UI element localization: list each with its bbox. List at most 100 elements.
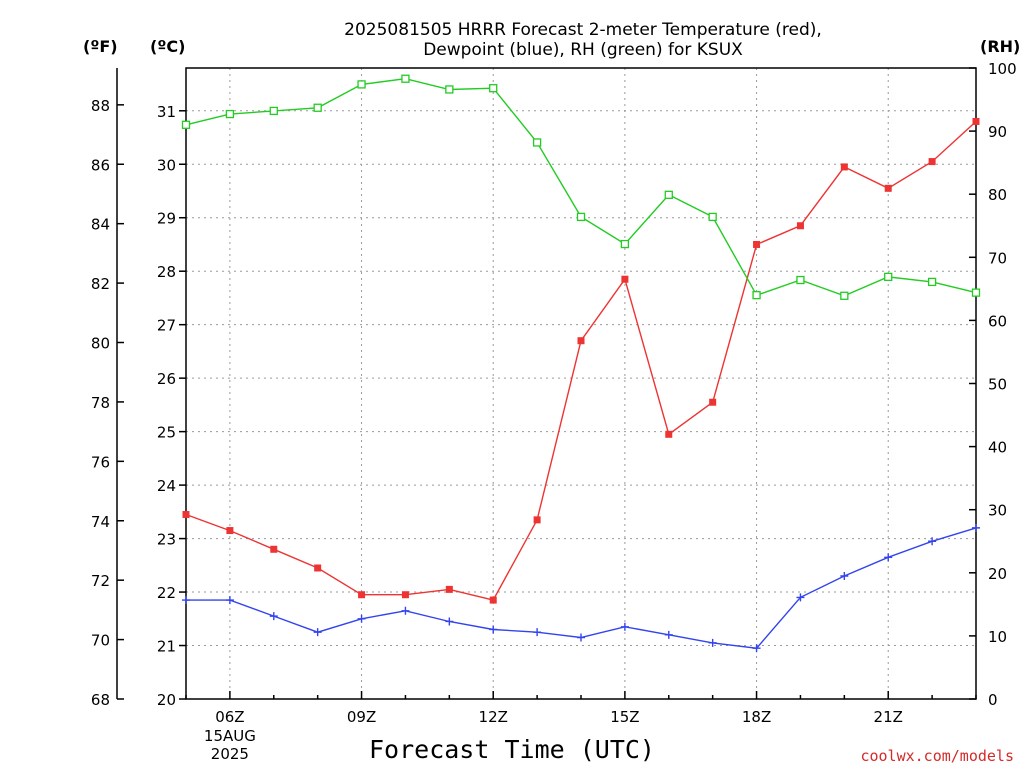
rh-series <box>181 74 981 300</box>
temperature-point <box>840 163 848 171</box>
x-axis-title: Forecast Time (UTC) <box>369 735 655 764</box>
fahrenheit-tick-label: 82 <box>91 275 110 293</box>
credit-link[interactable]: coolwx.com/models <box>860 747 1014 765</box>
rh-point <box>840 291 849 300</box>
fahrenheit-tick-label: 76 <box>91 453 110 471</box>
temperature-point <box>709 398 717 406</box>
dewpoint-point <box>796 593 805 602</box>
celsius-tick-label: 22 <box>157 584 176 602</box>
temperature-point <box>489 596 497 604</box>
rh-tick-label: 30 <box>988 502 1007 520</box>
time-tick-sublabel: 2025 <box>211 745 249 763</box>
temperature-point <box>972 117 980 125</box>
dewpoint-line <box>186 527 977 649</box>
plot-frame <box>185 67 977 700</box>
temperature-series <box>182 117 980 604</box>
rh-tick-label: 40 <box>988 439 1007 457</box>
fahrenheit-tick-label: 70 <box>91 632 110 650</box>
celsius-tick-label: 26 <box>157 370 176 388</box>
time-tick-label: 18Z <box>742 708 771 726</box>
rh-tick-label: 90 <box>988 123 1007 141</box>
dewpoint-point <box>620 622 629 631</box>
rh-point <box>664 190 673 199</box>
rh-point <box>576 212 586 222</box>
dewpoint-point <box>401 606 410 615</box>
time-tick-sublabel: 15AUG <box>204 727 256 745</box>
celsius-tick-label: 29 <box>157 210 176 228</box>
rh-tick-label: 100 <box>988 60 1017 78</box>
temperature-line <box>185 120 977 601</box>
fahrenheit-tick-label: 80 <box>91 335 110 353</box>
rh-tick-label: 20 <box>988 565 1007 583</box>
rh-point <box>927 277 937 287</box>
temperature-point <box>314 564 322 572</box>
celsius-tick-label: 24 <box>157 477 176 495</box>
rh-line <box>185 77 977 297</box>
rh-point <box>489 84 498 93</box>
rh-point <box>884 272 893 282</box>
rh-point <box>181 120 191 129</box>
dewpoint-point <box>269 612 278 621</box>
temperature-point <box>533 516 541 524</box>
rh-point <box>971 288 981 297</box>
temperature-point <box>226 527 234 535</box>
rh-tick-label: 70 <box>988 249 1007 267</box>
celsius-tick-label: 30 <box>157 156 176 174</box>
celsius-tick-label: 25 <box>157 424 176 442</box>
dewpoint-point <box>928 537 937 546</box>
fahrenheit-unit-label: (ºF) <box>83 37 118 56</box>
dewpoint-point <box>840 572 849 581</box>
temperature-point <box>753 240 761 248</box>
dewpoint-point <box>708 638 717 647</box>
rh-point <box>752 291 761 300</box>
temperature-point <box>577 337 585 345</box>
dewpoint-point <box>445 617 454 626</box>
dewpoint-point <box>664 630 673 639</box>
temperature-point <box>182 511 190 519</box>
temperature-point <box>401 591 409 599</box>
dewpoint-point <box>533 628 542 637</box>
dewpoint-point <box>884 553 893 562</box>
dewpoint-point <box>313 628 322 637</box>
fahrenheit-tick-label: 78 <box>91 394 110 412</box>
celsius-tick-label: 31 <box>157 103 176 121</box>
temperature-point <box>445 585 453 593</box>
fahrenheit-tick-label: 68 <box>91 691 110 709</box>
temperature-point <box>796 222 804 230</box>
rh-point <box>357 80 366 89</box>
rh-tick-label: 0 <box>988 691 998 709</box>
rh-point <box>445 85 454 94</box>
celsius-tick-label: 23 <box>157 531 176 549</box>
rh-tick-label: 50 <box>988 376 1007 394</box>
dewpoint-point <box>357 614 366 623</box>
grid-lines <box>186 68 976 699</box>
celsius-tick-label: 21 <box>157 638 176 656</box>
fahrenheit-tick-label: 72 <box>91 572 110 590</box>
dewpoint-point <box>182 596 190 605</box>
time-tick-label: 21Z <box>874 708 903 726</box>
temperature-point <box>665 430 673 438</box>
temperature-point <box>270 545 278 553</box>
fahrenheit-tick-label: 88 <box>91 97 110 115</box>
celsius-axis: 20 21 22 23 24 25 26 27 28 29 30 31 <box>157 103 186 709</box>
fahrenheit-tick-label: 84 <box>91 216 110 234</box>
rh-tick-label: 10 <box>988 628 1007 646</box>
temperature-point <box>884 184 892 192</box>
rh-point <box>225 109 235 119</box>
rh-point <box>269 106 278 116</box>
temperature-point <box>928 158 936 166</box>
time-tick-label: 06Z <box>215 708 244 726</box>
dewpoint-point <box>577 633 585 642</box>
dewpoint-point <box>752 644 761 653</box>
rh-point <box>796 275 805 285</box>
rh-point <box>532 138 542 147</box>
rh-point <box>708 212 717 222</box>
time-tick-label: 12Z <box>479 708 508 726</box>
rh-tick-label: 80 <box>988 186 1007 204</box>
rh-unit-label: (RH) <box>980 37 1020 56</box>
fahrenheit-tick-label: 86 <box>91 156 110 174</box>
celsius-tick-label: 20 <box>157 691 176 709</box>
temperature-point <box>358 591 366 599</box>
